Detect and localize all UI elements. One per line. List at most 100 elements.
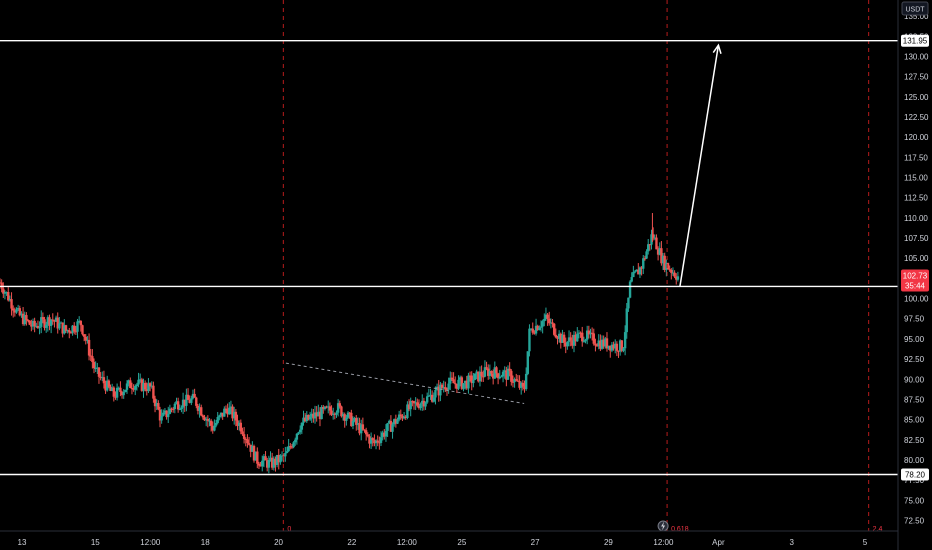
currency-badge[interactable]: USDT [901,1,929,16]
candle-body [21,313,25,325]
candle-body [254,451,257,461]
candle-body [442,387,445,389]
candle-body [416,402,419,406]
candle-body [73,325,76,332]
candle-body [270,457,274,468]
candle-body [496,373,500,379]
candle-body [84,336,87,341]
candle-body [430,394,434,402]
candle-body [617,350,620,352]
y-tick-label: 90.00 [904,375,925,384]
projection-arrow-line[interactable] [679,45,720,287]
candle-body [294,439,297,443]
candle-body [501,371,505,377]
candle-body [536,325,539,330]
candle-body [482,376,485,378]
candle-body [602,339,605,347]
candle-body [193,393,196,398]
candle-body [59,322,63,324]
candle-body [330,410,333,415]
candle-body [429,394,432,396]
candle-body [576,333,579,342]
candle-body [480,371,483,377]
candle-body [343,414,346,421]
candle-body [82,334,86,337]
candle-body [61,322,64,334]
candle-body [491,373,495,379]
candle-body [531,328,534,333]
candle-body [468,375,472,377]
candle-body [33,320,36,327]
candle-body [490,371,493,374]
candle-body [310,413,313,417]
candle-body [56,317,59,329]
candle-body [328,406,332,411]
candle-body [167,413,170,418]
candle-body [384,430,388,437]
candle-body [40,317,43,327]
candle-body [633,271,637,273]
candle-body [110,387,114,391]
drawing-layer[interactable] [0,40,898,476]
candle-body [76,321,79,332]
dashed-trend-line[interactable] [285,362,525,404]
candle-body [513,379,516,383]
candle-body [44,324,48,328]
y-tick-label: 75.00 [904,496,925,505]
candle-countdown-label: 35:44 [905,282,926,291]
candle-body [345,417,348,421]
candle-body [318,411,322,420]
candle-body [305,414,308,422]
candlestick-series [0,213,680,474]
candle-body [457,379,460,389]
candle-body [264,456,267,461]
y-tick-label: 87.50 [904,395,925,404]
level-price-label: 131.95 [903,37,928,46]
candle-body [190,398,193,403]
candle-body [350,412,353,427]
candle-body [287,446,290,452]
price-axis[interactable]: 135.00132.50130.00127.50125.00122.50120.… [904,12,929,525]
projection-arrow-head [712,43,722,54]
candle-body [444,387,447,390]
y-tick-label: 92.50 [904,355,925,364]
candle-body [581,332,584,342]
candle-body [557,333,561,339]
candle-body [185,394,188,406]
lightning-icon-bolt [661,521,666,531]
candle-body [233,411,236,419]
candle-body [241,431,244,435]
candle-body [216,417,219,423]
candle-body [91,356,94,363]
candle-body [661,255,665,264]
x-tick-label: 13 [18,538,27,547]
candle-body [277,454,280,463]
x-tick-label: 5 [863,538,868,547]
lightning-icon[interactable] [657,520,669,532]
candle-body [313,412,317,419]
candle-body [615,343,619,351]
candle-body [26,320,30,322]
y-tick-label: 105.00 [904,254,929,263]
candle-body [462,383,465,389]
candle-body [143,382,147,390]
candle-body [292,442,295,448]
candle-body [638,267,642,275]
candle-body [195,397,198,406]
candle-body [653,237,657,239]
candle-body [336,403,340,413]
candle-body [58,323,61,329]
candle-body [582,341,586,343]
y-tick-label: 100.00 [904,295,929,304]
candle-body [188,399,191,403]
time-axis[interactable]: 13 15 12:00 18 20 22 12:00 25 27 29 12:00 Apr 3 5 [18,538,868,547]
candle-body [642,258,645,269]
candle-body [290,446,294,448]
candle-body [470,375,473,384]
candle-body [515,379,518,381]
candle-body [68,330,71,333]
candle-body [495,367,498,374]
candle-body [572,334,576,346]
